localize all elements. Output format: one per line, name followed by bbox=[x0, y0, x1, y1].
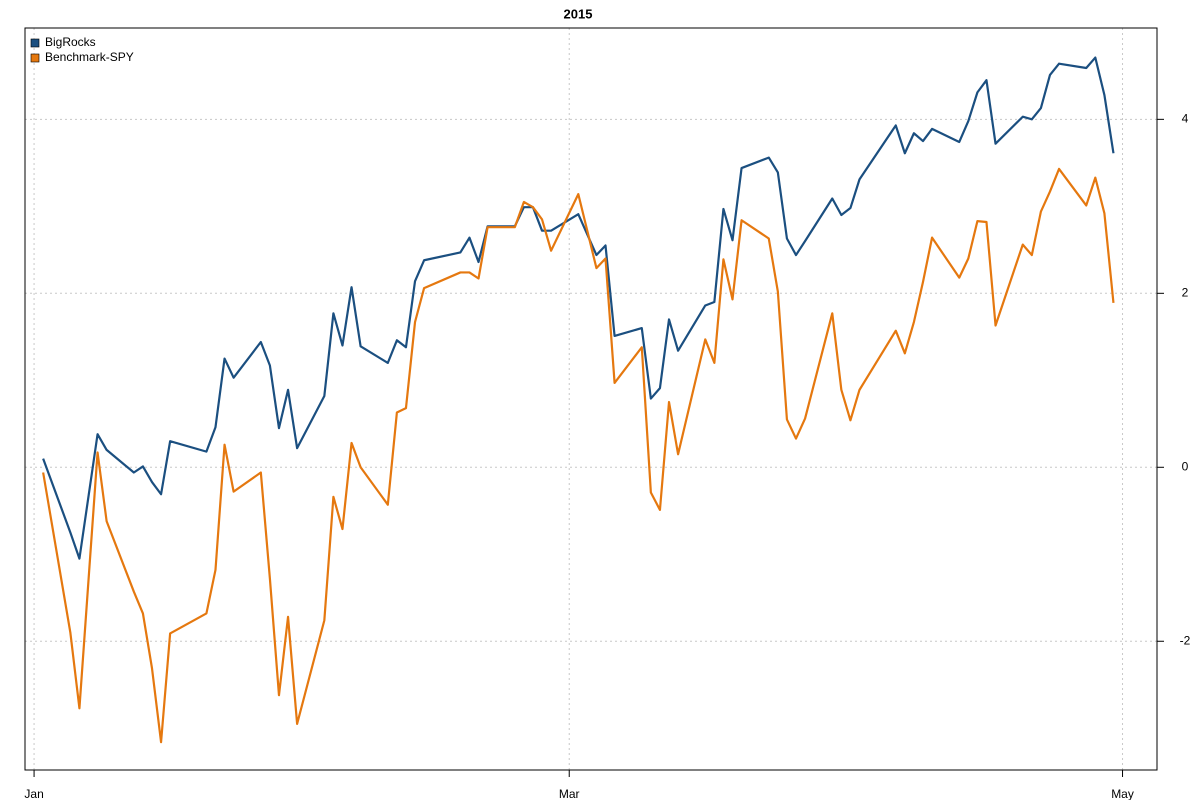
x-tick-label: May bbox=[1111, 787, 1134, 800]
series-line bbox=[42, 56, 1115, 560]
y-tick-label: -2 bbox=[1180, 633, 1191, 647]
series-line bbox=[42, 167, 1115, 744]
y-tick-label: 0 bbox=[1182, 459, 1189, 473]
x-tick-label: Jan bbox=[24, 787, 43, 800]
legend-swatch bbox=[30, 38, 40, 48]
legend-swatch bbox=[30, 53, 40, 63]
y-tick-label: 4 bbox=[1182, 112, 1189, 126]
chart-title: 2015 bbox=[564, 6, 593, 21]
plot-frame bbox=[24, 27, 1158, 771]
legend-label: Benchmark-SPY bbox=[45, 50, 134, 64]
legend-label: BigRocks bbox=[45, 35, 96, 49]
y-tick-label: 2 bbox=[1182, 285, 1189, 299]
x-tick-label: Mar bbox=[559, 787, 580, 800]
